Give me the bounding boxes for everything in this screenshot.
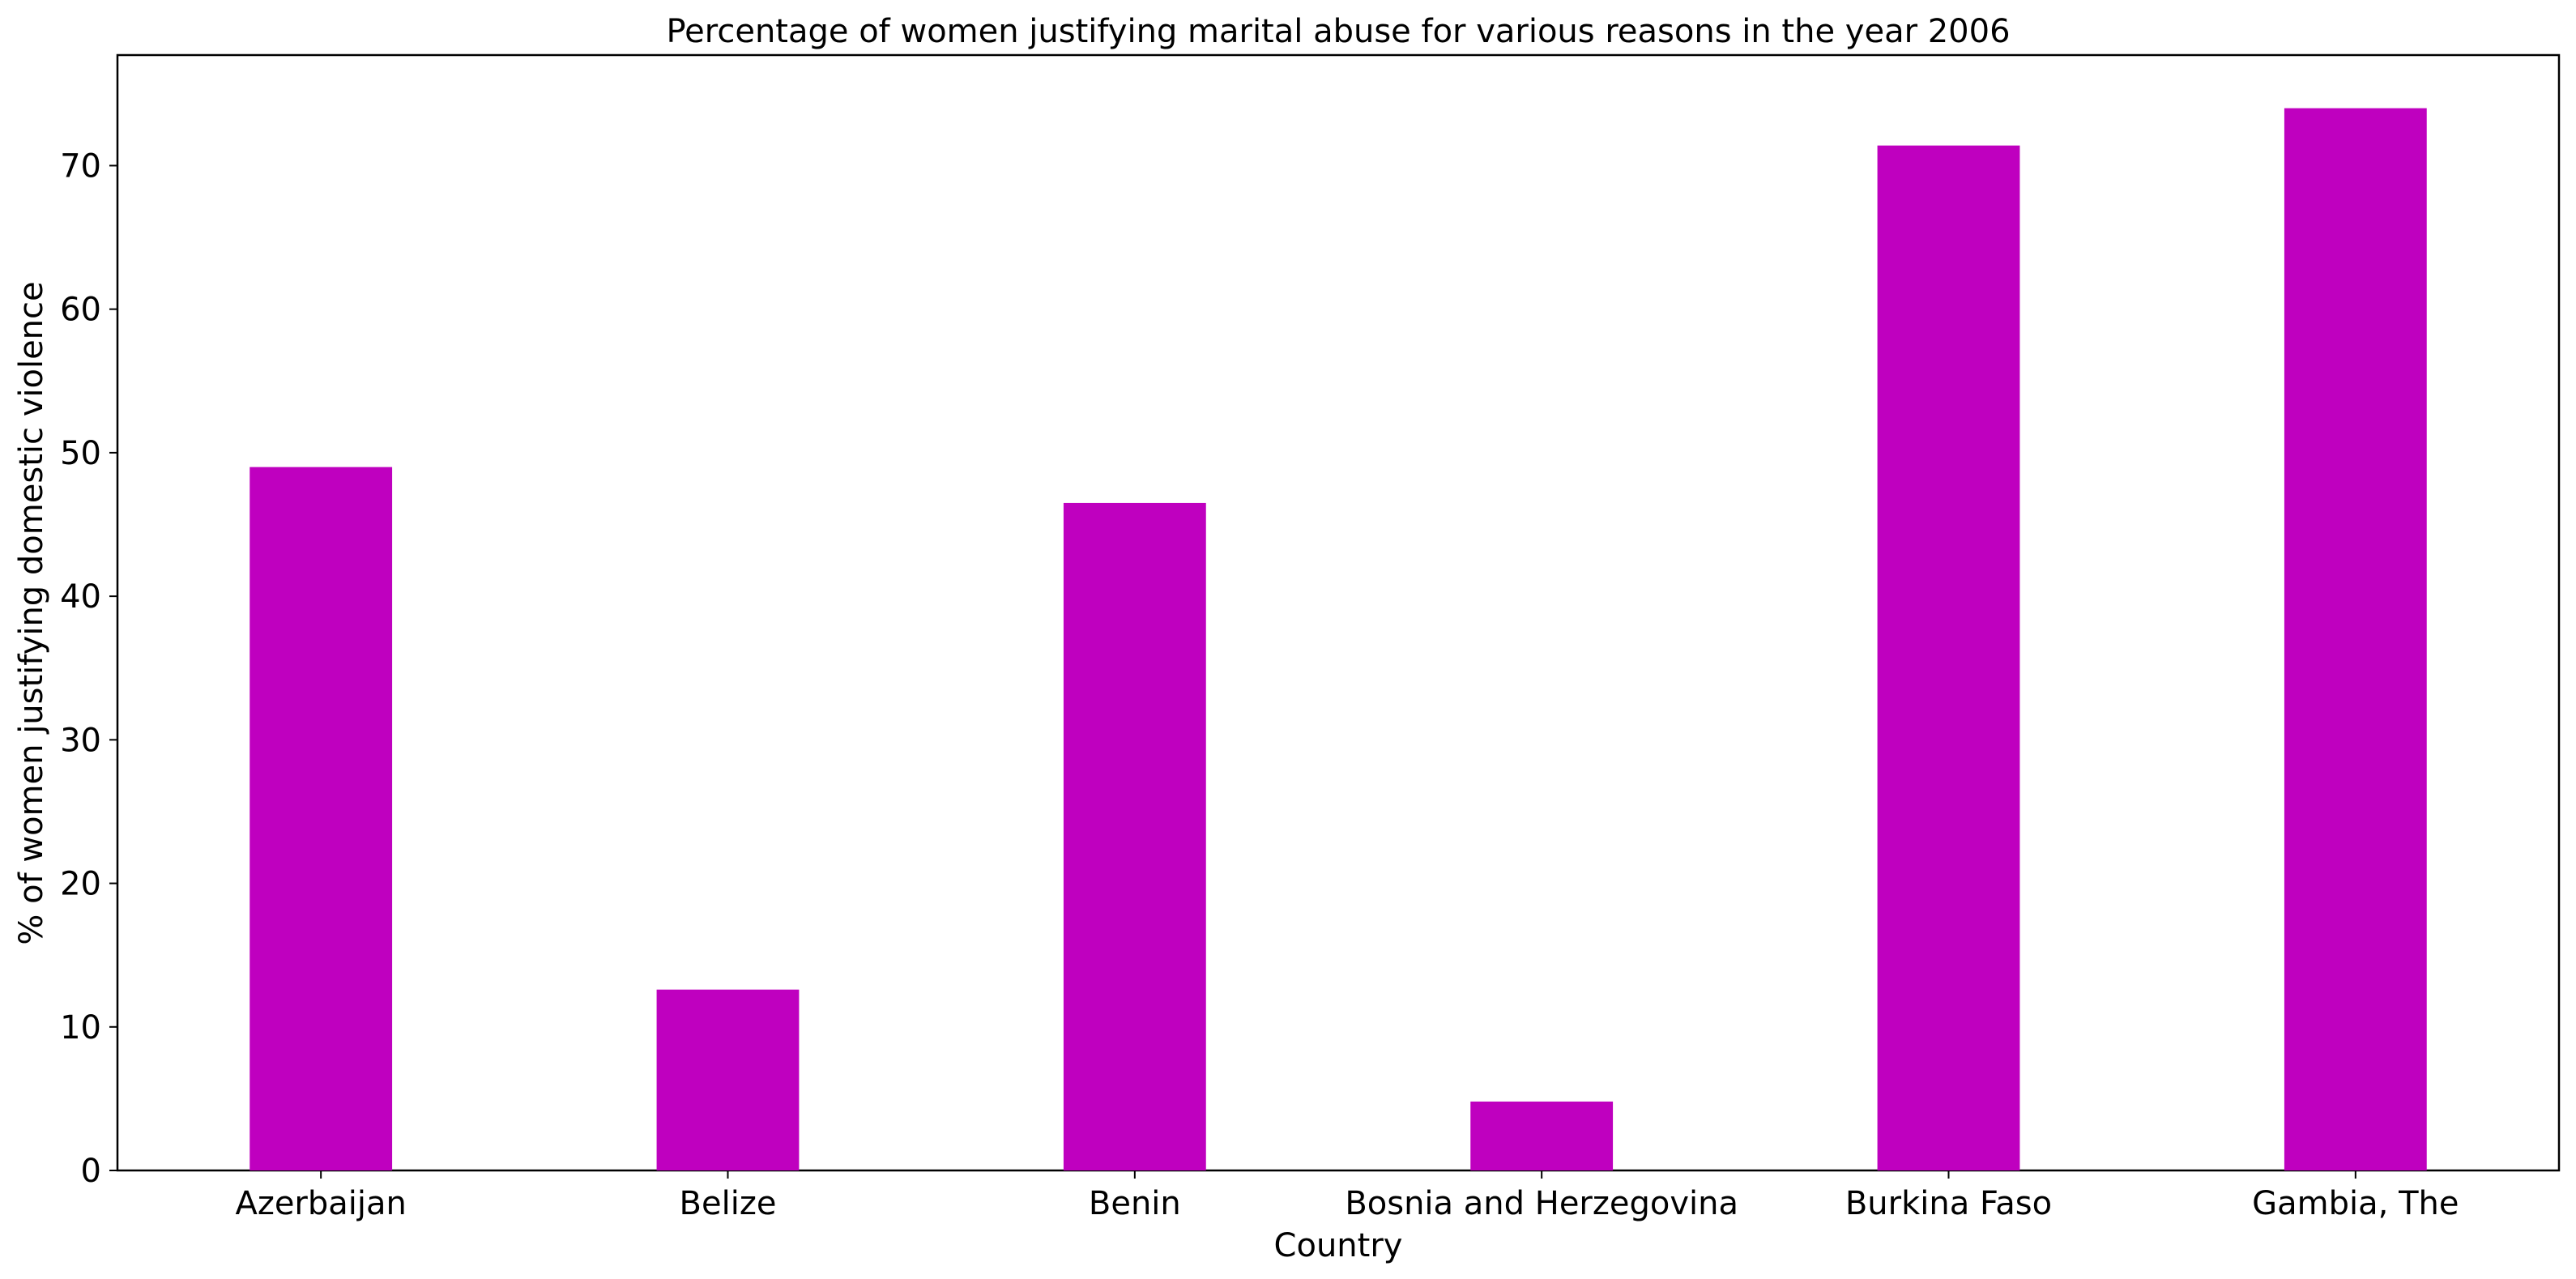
x-tick-label: Gambia, The bbox=[2252, 1185, 2459, 1222]
y-axis: 0 10 20 30 40 50 60 70 bbox=[60, 147, 117, 1190]
y-tick-label: 20 bbox=[60, 866, 101, 903]
x-tick-label: Burkina Faso bbox=[1845, 1185, 2052, 1222]
x-tick-label: Benin bbox=[1089, 1185, 1181, 1222]
y-tick-label: 50 bbox=[60, 435, 101, 472]
y-tick-label: 40 bbox=[60, 578, 101, 616]
y-tick-label: 70 bbox=[60, 147, 101, 185]
y-tick-label: 10 bbox=[60, 1009, 101, 1047]
x-axis: Azerbaijan Belize Benin Bosnia and Herzegov… bbox=[235, 1170, 2459, 1222]
bar-gambia-the bbox=[2284, 108, 2427, 1170]
x-axis-label: Country bbox=[1274, 1227, 1403, 1264]
x-tick-label: Bosnia and Herzegovina bbox=[1345, 1185, 1738, 1222]
y-tick-label: 0 bbox=[81, 1153, 101, 1190]
x-tick-label: Azerbaijan bbox=[235, 1185, 406, 1222]
bar-bosnia-and-herzegovina bbox=[1470, 1101, 1614, 1170]
bar-azerbaijan bbox=[249, 467, 393, 1170]
chart-title: Percentage of women justifying marital a… bbox=[666, 13, 2010, 50]
bar-benin bbox=[1063, 502, 1206, 1170]
bar-burkina-faso bbox=[1877, 145, 2020, 1170]
y-tick-label: 30 bbox=[60, 722, 101, 759]
y-axis-label: % of women justifying domestic violence bbox=[13, 281, 50, 944]
y-tick-label: 60 bbox=[60, 292, 101, 329]
plot-area-frame bbox=[116, 53, 2561, 1172]
bars-layer bbox=[249, 108, 2427, 1170]
bar-belize bbox=[656, 989, 800, 1170]
x-tick-label: Belize bbox=[680, 1185, 777, 1222]
